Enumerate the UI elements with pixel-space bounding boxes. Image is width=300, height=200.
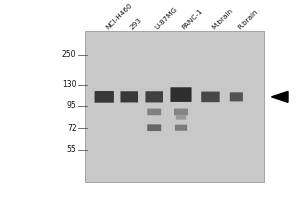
Text: PANC-1: PANC-1	[181, 7, 204, 30]
FancyBboxPatch shape	[230, 92, 243, 101]
FancyBboxPatch shape	[94, 91, 114, 103]
FancyBboxPatch shape	[146, 91, 163, 102]
FancyBboxPatch shape	[176, 115, 186, 120]
Polygon shape	[272, 91, 288, 102]
Text: M.brain: M.brain	[211, 7, 234, 30]
FancyBboxPatch shape	[201, 92, 220, 102]
FancyBboxPatch shape	[147, 124, 161, 131]
Text: NCI-H460: NCI-H460	[104, 2, 133, 30]
Text: R.brain: R.brain	[236, 8, 259, 30]
FancyBboxPatch shape	[170, 87, 192, 102]
FancyBboxPatch shape	[147, 109, 161, 115]
Text: 55: 55	[67, 145, 76, 154]
Text: 72: 72	[67, 124, 76, 133]
Text: 130: 130	[62, 80, 76, 89]
Text: 95: 95	[67, 101, 76, 110]
Text: U-87MG: U-87MG	[154, 6, 179, 30]
Bar	[85, 31, 264, 182]
Text: 250: 250	[62, 50, 76, 59]
FancyBboxPatch shape	[175, 125, 187, 131]
FancyBboxPatch shape	[121, 91, 138, 102]
Text: 293: 293	[129, 16, 143, 30]
FancyBboxPatch shape	[174, 109, 188, 115]
